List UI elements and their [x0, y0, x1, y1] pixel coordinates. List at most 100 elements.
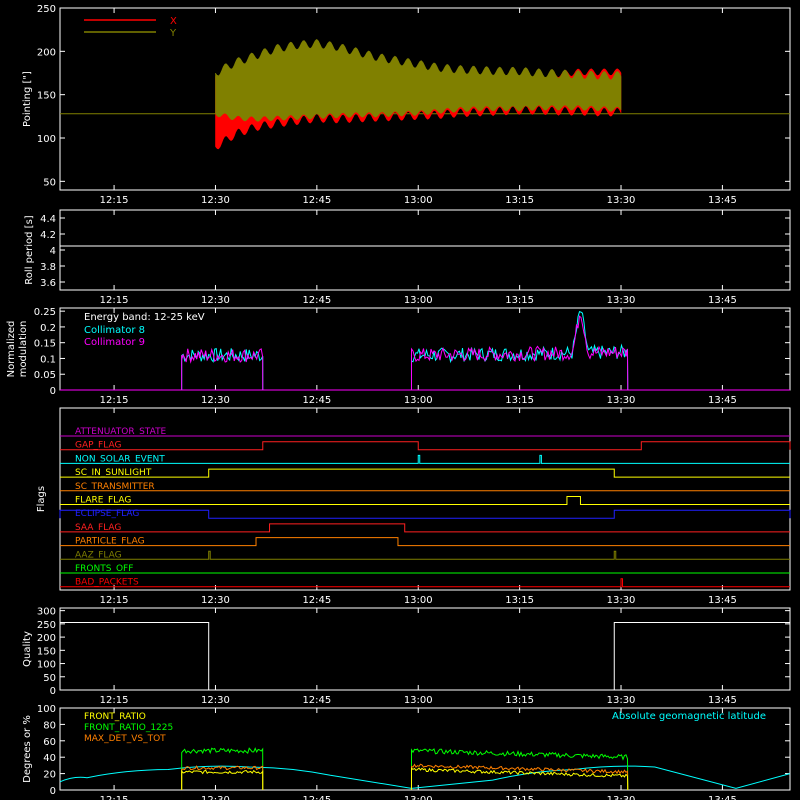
- time-tick-label: 13:15: [505, 795, 534, 800]
- time-tick-label: 12:15: [100, 295, 129, 306]
- y-tick-label: 4.2: [40, 230, 56, 241]
- panel-frame-1: [59, 209, 791, 291]
- flag-label: ECLIPSE_FLAG: [75, 509, 139, 519]
- time-tick-label: 13:00: [404, 595, 433, 606]
- time-tick-label: 13:15: [505, 695, 534, 706]
- legend-label: X: [170, 16, 177, 27]
- flag-trace-flare_flag: [60, 496, 790, 505]
- y-tick-label: 60: [43, 737, 56, 748]
- time-tick-label: 12:45: [302, 695, 331, 706]
- energy-band-annotation: Energy band: 12-25 keV: [84, 312, 205, 323]
- flag-trace-eclipse_flag: [59, 509, 791, 519]
- y-axis-label: Flags: [36, 486, 47, 512]
- y-tick-label: 100: [37, 134, 56, 145]
- time-tick-label: 13:00: [404, 795, 433, 800]
- time-tick-label: 12:45: [302, 395, 331, 406]
- time-tick-label: 13:30: [607, 295, 636, 306]
- time-tick-label: 13:45: [708, 795, 737, 800]
- legend-label: FRONT_RATIO: [84, 712, 146, 722]
- flag-label: ATTENUATOR_STATE: [75, 427, 167, 437]
- time-tick-label: 12:15: [100, 195, 129, 206]
- flag-trace-non_solar_event: [60, 454, 790, 464]
- y-tick-label: 250: [37, 4, 56, 15]
- y-tick-label: 0.1: [40, 354, 56, 365]
- flag-trace-sc_in_sunlight: [60, 468, 790, 478]
- time-tick-label: 12:30: [201, 595, 230, 606]
- y-tick-label: 80: [43, 720, 56, 731]
- pointing-series-y: [215, 38, 622, 122]
- flag-label: PARTICLE_FLAG: [75, 537, 145, 547]
- ratio-trace-front_ratio-0: [181, 769, 264, 791]
- time-tick-label: 13:45: [708, 695, 737, 706]
- flag-trace-saa_flag: [60, 523, 790, 533]
- y-tick-label: 20: [43, 770, 56, 781]
- y-tick-label: 0.2: [40, 323, 56, 334]
- y-tick-label: 0.15: [34, 339, 56, 350]
- time-tick-label: 13:30: [607, 395, 636, 406]
- time-tick-label: 12:30: [201, 195, 230, 206]
- time-tick-label: 12:30: [201, 695, 230, 706]
- time-tick-label: 13:00: [404, 195, 433, 206]
- y-tick-label: 0: [50, 686, 56, 697]
- y-tick-label: 0: [50, 786, 56, 797]
- time-tick-label: 13:15: [505, 595, 534, 606]
- right-legend-label: Absolute geomagnetic latitude: [612, 711, 766, 722]
- time-tick-label: 12:30: [201, 395, 230, 406]
- y-tick-label: 4: [50, 246, 56, 257]
- y-tick-label: 200: [37, 47, 56, 58]
- y-tick-label: 0: [50, 386, 56, 397]
- legend-label: Collimator 9: [84, 337, 145, 348]
- legend-label: Collimator 8: [84, 325, 145, 336]
- y-axis-label: Degrees or %: [22, 715, 33, 783]
- time-tick-label: 13:30: [607, 595, 636, 606]
- flag-label: SC_IN_SUNLIGHT: [75, 468, 152, 478]
- quality-trace: [60, 622, 790, 691]
- time-tick-label: 13:15: [505, 395, 534, 406]
- time-tick-label: 13:45: [708, 295, 737, 306]
- time-tick-label: 13:00: [404, 695, 433, 706]
- time-tick-label: 12:45: [302, 795, 331, 800]
- flag-label: SAA_FLAG: [75, 523, 121, 533]
- time-tick-label: 13:30: [607, 795, 636, 800]
- ratio-trace-front_ratio-1: [410, 767, 629, 791]
- legend-label: Y: [169, 28, 177, 39]
- time-tick-label: 13:15: [505, 195, 534, 206]
- y-tick-label: 200: [37, 633, 56, 644]
- y-tick-label: 100: [37, 704, 56, 715]
- time-tick-label: 12:15: [100, 795, 129, 800]
- y-tick-label: 0.25: [34, 307, 56, 318]
- time-tick-label: 13:45: [708, 395, 737, 406]
- time-tick-label: 13:00: [404, 395, 433, 406]
- y-axis-label: Quality: [22, 631, 33, 667]
- ratio-trace-front_ratio_1225-1: [410, 748, 629, 791]
- y-tick-label: 250: [37, 620, 56, 631]
- y-tick-label: 40: [43, 753, 56, 764]
- y-tick-label: 3.8: [40, 262, 56, 273]
- y-tick-label: 0.05: [34, 370, 56, 381]
- legend-label: MAX_DET_VS_TOT: [84, 734, 166, 744]
- panel-frame-0: [59, 7, 791, 191]
- time-tick-label: 13:30: [607, 195, 636, 206]
- ratio-trace-max_det_vs_tot-0: [181, 765, 264, 791]
- time-tick-label: 12:30: [201, 295, 230, 306]
- panel-frame-4: [59, 607, 791, 691]
- time-tick-label: 13:45: [708, 595, 737, 606]
- y-tick-label: 150: [37, 646, 56, 657]
- time-tick-label: 13:00: [404, 295, 433, 306]
- y-axis-label: Normalized: [6, 321, 17, 378]
- y-tick-label: 150: [37, 91, 56, 102]
- time-tick-label: 13:45: [708, 195, 737, 206]
- y-tick-label: 4.4: [40, 214, 56, 225]
- flag-label: FRONTS_OFF: [75, 564, 133, 574]
- modulation-trace-0-0: [181, 347, 264, 391]
- y-tick-label: 50: [43, 673, 56, 684]
- y-axis-label: Pointing ["]: [22, 71, 33, 127]
- flag-label: FLARE_FLAG: [75, 496, 131, 506]
- time-tick-label: 12:15: [100, 595, 129, 606]
- time-tick-label: 12:15: [100, 395, 129, 406]
- flag-trace-gap_flag: [60, 441, 791, 451]
- time-tick-label: 13:15: [505, 295, 534, 306]
- time-tick-label: 12:45: [302, 595, 331, 606]
- ratio-trace-max_det_vs_tot-1: [410, 763, 629, 791]
- time-tick-label: 12:45: [302, 295, 331, 306]
